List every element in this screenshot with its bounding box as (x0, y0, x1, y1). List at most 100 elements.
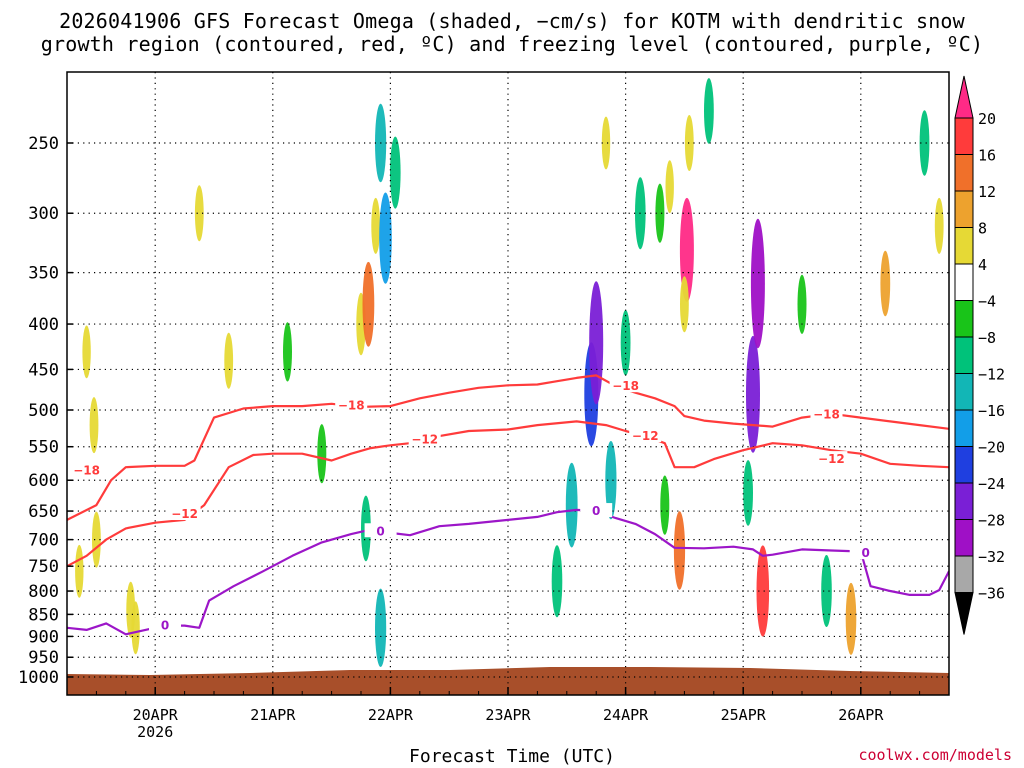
y-tick-label-600: 600 (28, 471, 59, 491)
omega-cell-35 (750, 218, 765, 349)
colorbar-top-arrow (954, 75, 974, 119)
y-tick-label-350: 350 (28, 264, 59, 284)
x-tick-label-22APR: 22APR (368, 706, 414, 724)
omega-cell-29 (680, 276, 689, 333)
contour-label-bg (70, 462, 103, 477)
colorbar-label-9: −20 (978, 439, 1005, 457)
y-tick-label-450: 450 (28, 360, 59, 380)
omega-cell-27 (684, 115, 694, 171)
chart-title-line-2: growth region (contoured, red, ºC) and f… (40, 32, 984, 56)
y-tick-label-750: 750 (28, 557, 59, 577)
colorbar: 20 16 12 8 4 −4 −8 −12 −16 −20 −24 −28 −32 −36 (954, 75, 1005, 635)
contour-label-bg (629, 428, 662, 443)
colorbar-label-8: −16 (978, 402, 1005, 420)
colorbar-swatch-11 (954, 482, 974, 520)
omega-cell-6 (194, 185, 204, 242)
colorbar-swatch-3 (954, 190, 974, 228)
contour-label-0-0: −18 (73, 463, 100, 477)
y-tick-label-850: 850 (28, 605, 59, 625)
terrain-ground (67, 667, 949, 695)
colorbar-label-0: 20 (978, 110, 996, 128)
colorbar-label-1: 16 (978, 147, 996, 165)
grid-lines (67, 72, 949, 695)
omega-cell-38 (797, 274, 807, 334)
colorbar-swatch-10 (954, 446, 974, 484)
omega-cell-26 (665, 160, 674, 214)
contour-layer: −18 −18 −18 −18 −12 −12 −12 −12 0 0 0 0 (67, 374, 949, 636)
omega-cell-10 (371, 197, 381, 254)
omega-cell-7 (224, 332, 234, 389)
colorbar-swatch-4 (954, 227, 974, 265)
colorbar-swatch-9 (954, 409, 974, 447)
colorbar-swatch-8 (954, 373, 974, 411)
x-tick-label-21APR: 21APR (250, 706, 296, 724)
contour-label-0-1: −18 (338, 398, 365, 412)
omega-cell-28 (679, 197, 694, 302)
omega-cell-34 (746, 335, 760, 453)
omega-cell-37 (743, 460, 753, 526)
omega-cell-22 (605, 441, 617, 520)
y-tick-label-250: 250 (28, 134, 59, 154)
omega-cell-16 (283, 322, 292, 382)
colorbar-swatch-1 (954, 117, 974, 155)
omega-cell-1 (92, 511, 101, 568)
omega-cell-17 (317, 424, 327, 484)
omega-cell-36 (756, 545, 770, 637)
y-tick-label-400: 400 (28, 315, 59, 335)
omega-cell-0 (89, 397, 99, 454)
y-tick-label-700: 700 (28, 531, 59, 551)
contour-label-1-0: −12 (171, 507, 198, 521)
contour-label-0-2: −18 (612, 379, 639, 393)
contour-label-bg (335, 397, 368, 412)
colorbar-swatch-2 (954, 154, 974, 192)
contour-label-bg (609, 378, 642, 393)
colorbar-swatch-6 (954, 300, 974, 338)
contour-label-0-3: −18 (813, 408, 840, 422)
contour-label-bg (149, 617, 181, 632)
colorbar-swatch-7 (954, 336, 974, 374)
omega-cell-30 (673, 511, 686, 590)
omega-cell-25 (601, 116, 611, 170)
contour-label-bg (580, 503, 613, 518)
contour-label-2-2: 0 (592, 504, 600, 518)
colorbar-swatch-5 (954, 263, 974, 301)
y-tick-label-300: 300 (28, 204, 59, 224)
y-tick-label-650: 650 (28, 502, 59, 522)
omega-cell-5 (131, 601, 140, 655)
contour-label-bg (168, 506, 201, 521)
x-tick-sublabel: 2026 (137, 723, 173, 741)
omega-cell-13 (379, 192, 392, 284)
omega-cell-19 (565, 462, 578, 548)
y-tick-label-550: 550 (28, 438, 59, 458)
x-tick-label-25APR: 25APR (721, 706, 767, 724)
omega-cell-2 (75, 544, 84, 598)
y-tick-label-500: 500 (28, 401, 59, 421)
contour-label-2-0: 0 (161, 619, 169, 633)
omega-cell-32 (704, 78, 714, 144)
omega-cell-39 (821, 555, 832, 627)
colorbar-label-3: 8 (978, 220, 987, 238)
contour-label-1-2: −12 (632, 429, 659, 443)
colorbar-label-2: 12 (978, 183, 996, 201)
omega-cell-21 (589, 281, 604, 405)
x-axis-label: Forecast Time (UTC) (409, 746, 615, 767)
omega-cell-15 (375, 588, 387, 667)
colorbar-swatch-13 (954, 555, 974, 593)
omega-cell-41 (880, 250, 891, 317)
x-tick-label-20APR: 20APR (133, 706, 179, 724)
omega-cell-18 (551, 545, 563, 618)
omega-cell-3 (82, 325, 91, 379)
colorbar-swatch-12 (954, 519, 974, 557)
contour-label-bg (364, 523, 397, 538)
x-tick-label-23APR: 23APR (485, 706, 531, 724)
y-tick-label-1000: 1000 (18, 668, 59, 688)
contour-label-1-3: −12 (818, 452, 845, 466)
contour-line-2 (67, 508, 949, 636)
contour-line-0 (67, 374, 949, 521)
omega-cell-33 (660, 475, 670, 535)
y-tick-label-800: 800 (28, 582, 59, 602)
colorbar-bottom-arrow (954, 592, 974, 635)
source-credit[interactable]: coolwx.com/models (858, 746, 1012, 764)
